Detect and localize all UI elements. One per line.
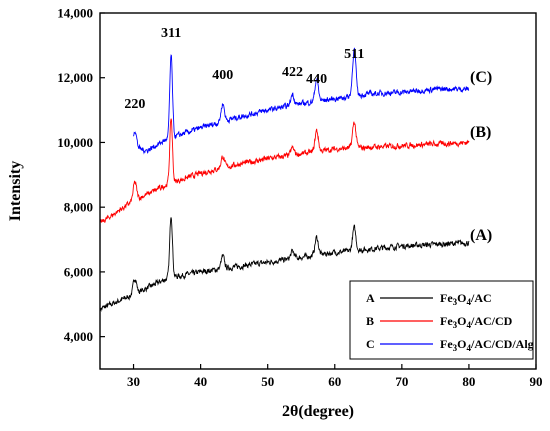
y-tick-label: 12,000 [57,70,93,85]
legend-letter-C: C [366,337,375,351]
legend-label-C: Fe3O4/AC/CD/Alg [440,337,534,353]
peak-label-400: 400 [212,68,233,83]
curve-label-A: (A) [470,227,492,244]
y-tick-label: 14,000 [57,6,93,21]
x-tick-label: 70 [395,374,408,389]
series-layer [99,47,470,313]
peak-label-511: 511 [344,47,364,62]
series-line-B [99,118,470,224]
curve-label-C: (C) [470,69,492,86]
legend: A Fe3O4/AC B Fe3O4/AC/CD C Fe3O4/AC/CD/Alg [349,280,534,360]
curve-labels: (A) (B) (C) [470,69,492,244]
y-axis: 4,000 6,000 8,000 10,000 12,000 14,000 [57,6,105,344]
peak-label-220: 220 [124,97,145,112]
y-tick-label: 10,000 [57,135,93,150]
y-tick-label: 6,000 [64,264,93,279]
x-tick-label: 60 [328,374,341,389]
x-tick-label: 80 [462,374,475,389]
legend-label-A: Fe3O4/AC [440,291,492,307]
x-tick-label: 30 [127,374,140,389]
curve-label-B: (B) [470,124,491,141]
peak-label-422: 422 [282,65,303,80]
series-line-A [99,217,470,313]
peak-labels: 220 311 400 422 440 511 [124,26,364,112]
plot-frame [99,12,537,370]
y-axis-title: Intensity [7,161,24,221]
legend-letter-A: A [366,291,375,305]
y-tick-label: 8,000 [64,200,93,215]
x-tick-label: 90 [530,374,543,389]
x-tick-label: 50 [261,374,274,389]
x-tick-label: 40 [194,374,207,389]
legend-label-B: Fe3O4/AC/CD [440,314,513,330]
peak-label-440: 440 [306,72,327,87]
y-tick-label: 4,000 [64,329,93,344]
legend-letter-B: B [366,314,374,328]
legend-box [349,280,534,360]
x-axis-title: 2θ(degree) [282,403,354,420]
series-line-C [133,47,470,155]
x-axis: 30 40 50 60 70 80 90 [127,364,543,389]
peak-label-311: 311 [161,26,181,41]
